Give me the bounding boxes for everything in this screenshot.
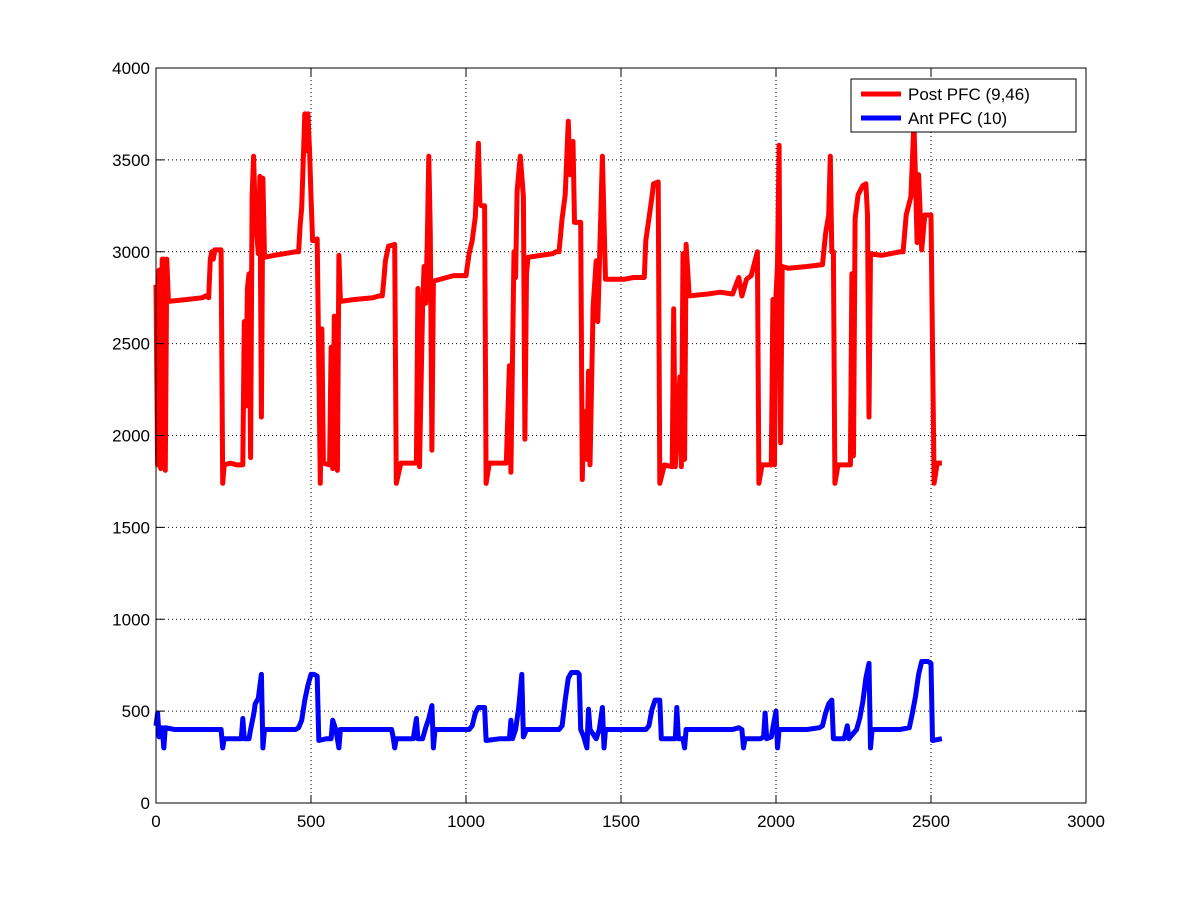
x-tick-label: 2500 xyxy=(912,812,950,831)
y-tick-label: 3000 xyxy=(112,243,150,262)
x-tick-label: 1500 xyxy=(602,812,640,831)
y-tick-label: 2500 xyxy=(112,335,150,354)
y-tick-label: 3500 xyxy=(112,151,150,170)
series-layer xyxy=(153,111,943,751)
y-tick-label: 0 xyxy=(141,794,150,813)
axis-ticks xyxy=(155,67,1087,804)
x-tick-label: 2000 xyxy=(757,812,795,831)
y-tick-label: 1000 xyxy=(112,610,150,629)
x-tick-label: 0 xyxy=(151,812,160,831)
y-tick-label: 1500 xyxy=(112,518,150,537)
x-tick-label: 1000 xyxy=(447,812,485,831)
legend-label: Ant PFC (10) xyxy=(908,109,1007,128)
series-line-2 xyxy=(153,659,943,751)
axis-tick-labels: 0 500 1000 1500 2000 2500 3000 0 500 1000 1500 2000… xyxy=(112,59,1105,831)
y-tick-label: 2000 xyxy=(112,427,150,446)
y-tick-label: 500 xyxy=(122,702,150,721)
series-line-1 xyxy=(153,111,942,486)
x-tick-label: 3000 xyxy=(1067,812,1105,831)
grid-lines xyxy=(156,68,1086,803)
x-tick-label: 500 xyxy=(297,812,325,831)
y-tick-label: 4000 xyxy=(112,59,150,78)
legend-label: Post PFC (9,46) xyxy=(908,85,1030,104)
legend: Post PFC (9,46) Ant PFC (10) xyxy=(850,78,1077,133)
legend-box xyxy=(850,78,1077,133)
